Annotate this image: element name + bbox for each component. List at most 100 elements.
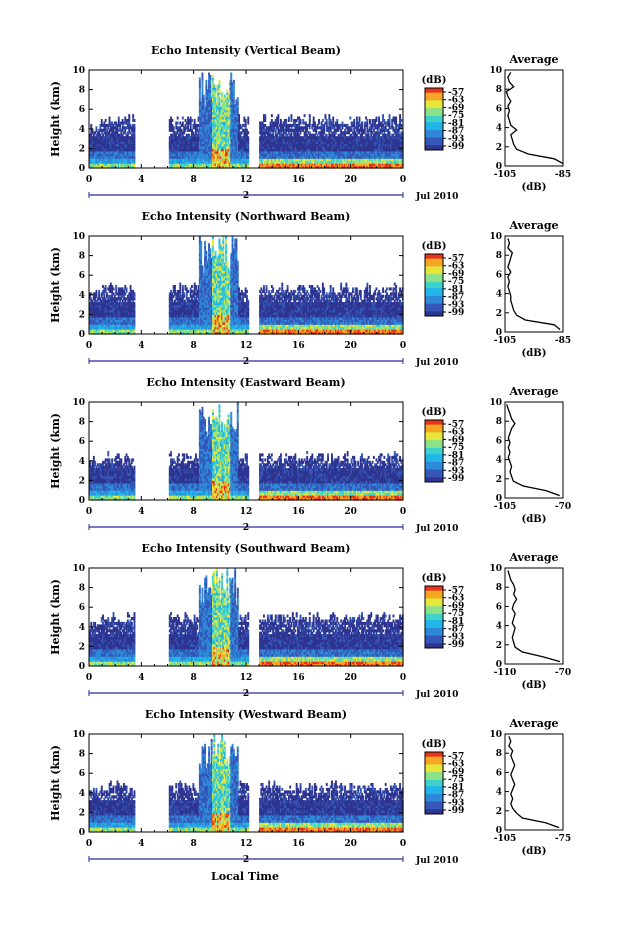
heatmap-cell xyxy=(238,131,241,135)
heatmap-cell xyxy=(94,153,97,157)
heatmap-cell xyxy=(247,119,250,123)
heatmap-cell xyxy=(175,148,178,152)
heatmap-cell xyxy=(202,99,205,103)
heatmap-cell xyxy=(229,163,231,167)
heatmap-cell xyxy=(103,153,106,157)
heatmap-cell xyxy=(96,141,99,145)
heatmap-cell xyxy=(218,148,221,152)
heatmap-cell xyxy=(115,150,118,154)
heatmap-cell xyxy=(206,89,209,93)
y-tick-label: 10 xyxy=(72,66,85,76)
heatmap-cell xyxy=(229,131,231,135)
heatmap-cell xyxy=(226,114,229,118)
heatmap-cell xyxy=(210,141,213,145)
heatmap-cell xyxy=(185,145,188,149)
heatmap-cell xyxy=(95,138,98,142)
heatmap-cell xyxy=(113,131,116,135)
heatmap-cell xyxy=(210,155,213,159)
heatmap-cell xyxy=(133,148,136,152)
heatmap-cell xyxy=(230,133,233,137)
heatmap-cell xyxy=(208,114,211,118)
heatmap-cell xyxy=(132,145,135,149)
heatmap-cell xyxy=(90,153,93,157)
heatmap-cell xyxy=(197,141,200,145)
heatmap-cell xyxy=(109,136,112,140)
heatmap-cell xyxy=(204,114,207,118)
heatmap-cell xyxy=(121,121,124,125)
heatmap-cell xyxy=(108,133,111,137)
heatmap-cell xyxy=(232,148,235,152)
heatmap-cell xyxy=(222,109,225,113)
heatmap-cell xyxy=(113,136,116,140)
heatmap-cell xyxy=(112,160,115,164)
heatmap-cell xyxy=(231,153,234,157)
heatmap-cell xyxy=(124,160,127,164)
heatmap-cell xyxy=(89,150,91,154)
heatmap-cell xyxy=(238,126,241,130)
heatmap-cell xyxy=(95,289,98,293)
heatmap-cell xyxy=(99,133,102,137)
heatmap-cell xyxy=(215,153,218,157)
heatmap-cell xyxy=(185,138,188,142)
heatmap-cell xyxy=(235,116,238,120)
heatmap-cell xyxy=(191,165,193,169)
heatmap-cell xyxy=(184,128,187,132)
heatmap-cell xyxy=(178,145,180,149)
heatmap-cell xyxy=(104,141,107,145)
heatmap-cell xyxy=(132,126,135,130)
heatmap-cell xyxy=(200,145,203,149)
heatmap-cell xyxy=(261,128,264,132)
heatmap-cell xyxy=(212,119,214,123)
heatmap-cell xyxy=(98,145,101,149)
heatmap-cell xyxy=(176,153,179,157)
heatmap-cell xyxy=(221,104,224,108)
heatmap-cell xyxy=(100,155,103,159)
heatmap-cell xyxy=(103,126,106,130)
heatmap-cell xyxy=(227,165,230,169)
heatmap-cell xyxy=(235,106,238,110)
heatmap-cell xyxy=(205,92,208,96)
heatmap-cell xyxy=(236,141,239,145)
heatmap-cell xyxy=(189,119,192,123)
heatmap-cell xyxy=(126,160,129,164)
heatmap-cell xyxy=(215,136,218,140)
heatmap-cell xyxy=(238,150,241,154)
heatmap-cell xyxy=(189,141,192,145)
heatmap-cell xyxy=(123,141,125,145)
heatmap-cell xyxy=(192,133,195,137)
heatmap-cell xyxy=(172,128,175,132)
heatmap-cell xyxy=(201,119,204,123)
heatmap-cell xyxy=(214,121,217,125)
heatmap-cell xyxy=(239,141,242,145)
heatmap-cell xyxy=(218,131,221,135)
heatmap-cell xyxy=(180,136,183,140)
heatmap-cell xyxy=(243,158,246,162)
heatmap-cell xyxy=(90,136,93,140)
heatmap-cell xyxy=(205,131,208,135)
heatmap-cell xyxy=(215,138,218,142)
heatmap-cell xyxy=(222,153,225,157)
heatmap-cell xyxy=(260,143,263,147)
heatmap-cell xyxy=(119,138,122,142)
heatmap-cell xyxy=(210,128,213,132)
heatmap-cell xyxy=(175,155,178,159)
heatmap-cell xyxy=(126,121,129,125)
heatmap-cell xyxy=(89,138,91,142)
heatmap-cell xyxy=(230,143,233,147)
heatmap-cell xyxy=(99,126,102,130)
heatmap-cell xyxy=(196,123,199,127)
x-tick-label: 4 xyxy=(138,175,144,185)
heatmap-cell xyxy=(132,123,135,127)
heatmap-cell xyxy=(132,150,135,154)
heatmap-cell xyxy=(223,148,226,152)
heatmap-cell xyxy=(231,150,234,154)
heatmap-cell xyxy=(223,128,226,132)
heatmap-cell xyxy=(308,114,311,118)
heatmap-cell xyxy=(214,92,217,96)
heatmap-cell xyxy=(213,163,216,167)
heatmap-cell xyxy=(227,119,230,123)
heatmap-cell xyxy=(191,138,193,142)
heatmap-cell xyxy=(219,106,222,110)
heatmap-cell xyxy=(229,119,231,123)
